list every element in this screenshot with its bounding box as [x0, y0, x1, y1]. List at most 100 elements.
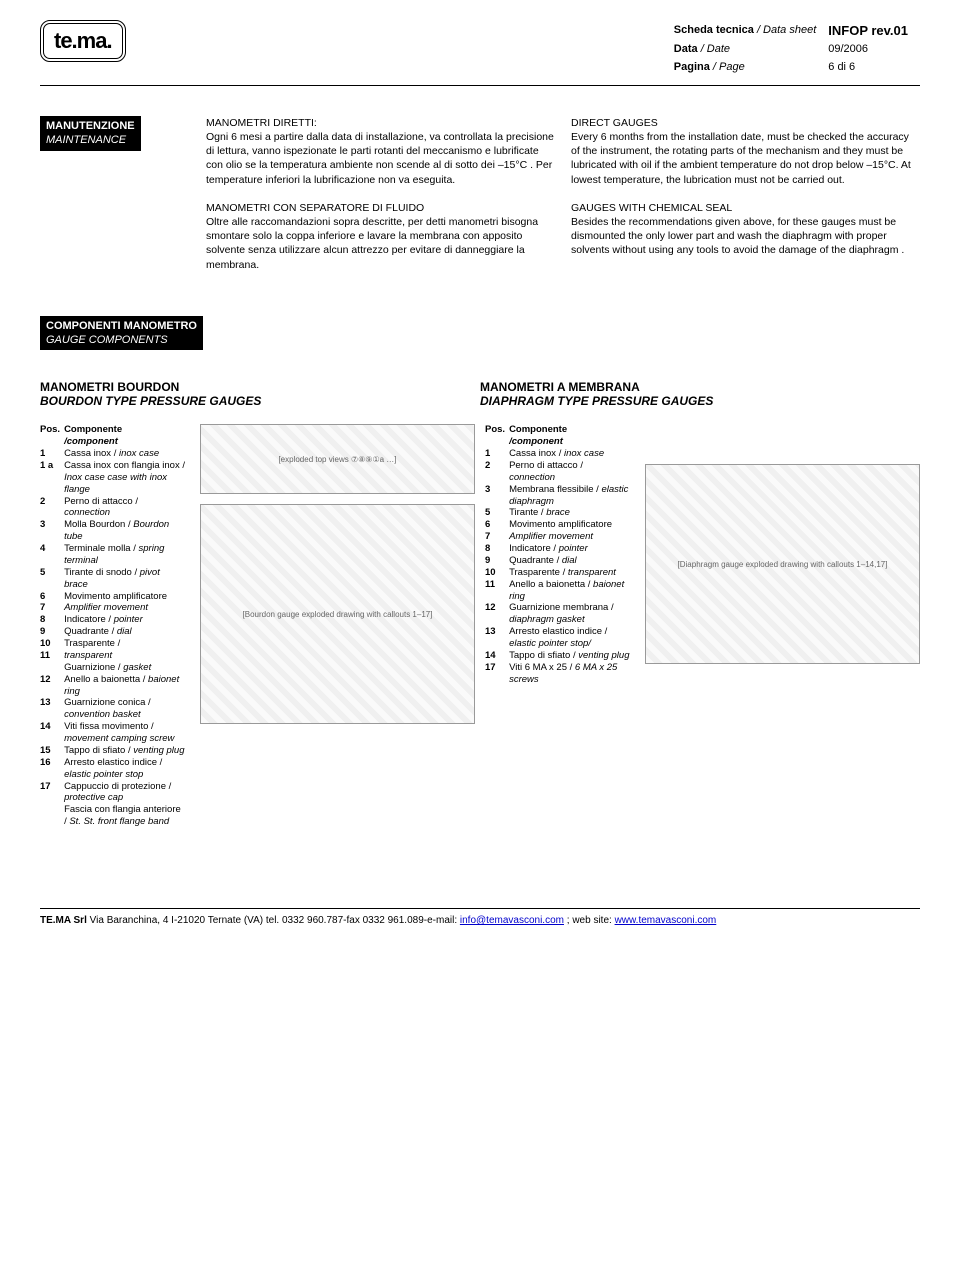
table-row: 13Arresto elastico indice / elastic poin… — [485, 626, 635, 650]
sheet-label-it: Scheda tecnica — [674, 24, 754, 36]
component-pos: 15 — [40, 745, 64, 757]
table-row: 5Tirante / brace — [485, 507, 635, 519]
component-name: Tappo di sfiato / venting plug — [64, 745, 190, 757]
header-meta: Scheda tecnica / Data sheet INFOP rev.01… — [672, 20, 920, 77]
footer-text2: ; web site: — [564, 915, 615, 926]
component-pos: 8 — [40, 614, 64, 626]
bourdon-head-comp-en: /component — [64, 436, 118, 447]
components-heading: COMPONENTI MANOMETRO GAUGE COMPONENTS — [40, 316, 203, 351]
component-pos: 5 — [40, 567, 64, 591]
component-name: transparent — [64, 650, 190, 662]
p2-it-title: MANOMETRI CON SEPARATORE DI FLUIDO — [206, 202, 424, 214]
bourdon-title: MANOMETRI BOURDON — [40, 380, 480, 394]
component-name: Terminale molla / spring terminal — [64, 543, 190, 567]
table-row: 13Guarnizione conica / convention basket — [40, 697, 190, 721]
component-pos: 13 — [40, 697, 64, 721]
gauge-titles-row: MANOMETRI BOURDON BOURDON TYPE PRESSURE … — [40, 380, 920, 408]
table-row: 2Perno di attacco / connection — [485, 460, 635, 484]
component-pos: 2 — [40, 496, 64, 520]
footer-web-link[interactable]: www.temavasconi.com — [615, 915, 717, 926]
component-pos: 6 — [485, 519, 509, 531]
component-name: Guarnizione membrana / diaphragm gasket — [509, 602, 635, 626]
date-label-en: / Date — [701, 43, 730, 55]
table-row: 1 aCassa inox con flangia inox / Inox ca… — [40, 460, 190, 496]
diaphragm-diagram: [Diaphragm gauge exploded drawing with c… — [645, 424, 920, 828]
component-name: Cappuccio di protezione / protective cap — [64, 781, 190, 805]
component-name: Tappo di sfiato / venting plug — [509, 650, 635, 662]
table-row: 9Quadrante / dial — [485, 555, 635, 567]
component-name: Indicatore / pointer — [509, 543, 635, 555]
diaphragm-subtitle: DIAPHRAGM TYPE PRESSURE GAUGES — [480, 394, 920, 408]
table-row: 12Anello a baionetta / baionet ring — [40, 674, 190, 698]
component-pos — [40, 662, 64, 674]
components-heading-en: GAUGE COMPONENTS — [46, 334, 168, 346]
component-pos: 7 — [40, 602, 64, 614]
page-footer: TE.MA Srl Via Baranchina, 4 I-21020 Tern… — [40, 908, 920, 926]
diaphragm-head-comp: Componente — [509, 424, 567, 435]
table-row: 6Movimento amplificatore — [485, 519, 635, 531]
component-pos: 17 — [485, 662, 509, 686]
table-row: 4Terminale molla / spring terminal — [40, 543, 190, 567]
table-row: 3Membrana flessibile / elastic diaphragm — [485, 484, 635, 508]
component-name: Quadrante / dial — [509, 555, 635, 567]
component-pos: 1 — [485, 448, 509, 460]
footer-email-link[interactable]: info@temavasconi.com — [460, 915, 564, 926]
p2-it: Oltre alle raccomandazioni sopra descrit… — [206, 216, 538, 271]
component-pos: 12 — [485, 602, 509, 626]
bourdon-component-list: Pos. Componente /component 1Cassa inox /… — [40, 424, 190, 828]
bourdon-head-comp: Componente — [64, 424, 122, 435]
p2-en-title: GAUGES WITH CHEMICAL SEAL — [571, 202, 732, 214]
table-row: 5Tirante di snodo / pivot brace — [40, 567, 190, 591]
component-pos: 17 — [40, 781, 64, 805]
table-row: 3Molla Bourdon / Bourdon tube — [40, 519, 190, 543]
doc-page: 6 di 6 — [828, 60, 918, 75]
component-pos: 6 — [40, 591, 64, 603]
component-name: Indicatore / pointer — [64, 614, 190, 626]
bourdon-diagram: [exploded top views ⑦⑧⑨①a …] [Bourdon ga… — [200, 424, 475, 828]
maintenance-heading: MANUTENZIONE MAINTENANCE — [40, 116, 141, 151]
table-row: 8Indicatore / pointer — [40, 614, 190, 626]
table-row: 6Movimento amplificatore — [40, 591, 190, 603]
logo: te.ma. — [40, 20, 126, 62]
component-name: Viti fissa movimento / movement camping … — [64, 721, 190, 745]
page-label-en: / Page — [713, 61, 745, 73]
component-pos: 11 — [40, 650, 64, 662]
table-row: 10Trasparente / — [40, 638, 190, 650]
maintenance-english: DIRECT GAUGES Every 6 months from the in… — [571, 116, 920, 272]
date-label-it: Data — [674, 43, 698, 55]
component-pos: 9 — [485, 555, 509, 567]
component-pos: 3 — [40, 519, 64, 543]
component-pos: 14 — [485, 650, 509, 662]
component-pos: 11 — [485, 579, 509, 603]
logo-text: te.ma. — [54, 28, 112, 53]
table-row: 11transparent — [40, 650, 190, 662]
diaphragm-diagram-main: [Diaphragm gauge exploded drawing with c… — [645, 464, 920, 664]
component-pos: 10 — [485, 567, 509, 579]
p1-en-title: DIRECT GAUGES — [571, 117, 658, 129]
component-pos: 13 — [485, 626, 509, 650]
component-name: Amplifier movement — [64, 602, 190, 614]
component-name: Tirante di snodo / pivot brace — [64, 567, 190, 591]
component-name: Tirante / brace — [509, 507, 635, 519]
component-name: Anello a baionetta / baionet ring — [64, 674, 190, 698]
table-row: 9Quadrante / dial — [40, 626, 190, 638]
table-row: 10Trasparente / transparent — [485, 567, 635, 579]
table-row: 16Arresto elastico indice / elastic poin… — [40, 757, 190, 781]
p1-it-title: MANOMETRI DIRETTI: — [206, 117, 317, 129]
table-row: 17Viti 6 MA x 25 / 6 MA x 25 screws — [485, 662, 635, 686]
page-label-it: Pagina — [674, 61, 710, 73]
table-row: 15Tappo di sfiato / venting plug — [40, 745, 190, 757]
table-row: 7Amplifier movement — [485, 531, 635, 543]
component-pos: 9 — [40, 626, 64, 638]
component-name: Trasparente / — [64, 638, 190, 650]
component-name: Guarnizione conica / convention basket — [64, 697, 190, 721]
table-row: 14Tappo di sfiato / venting plug — [485, 650, 635, 662]
table-row: Fascia con flangia anteriore / St. St. f… — [40, 804, 190, 828]
components-heading-it: COMPONENTI MANOMETRO — [46, 320, 197, 332]
component-pos: 5 — [485, 507, 509, 519]
table-row: 8Indicatore / pointer — [485, 543, 635, 555]
component-name: Trasparente / transparent — [509, 567, 635, 579]
component-pos: 1 — [40, 448, 64, 460]
gauge-content-row: Pos. Componente /component 1Cassa inox /… — [40, 424, 920, 828]
component-pos: 3 — [485, 484, 509, 508]
